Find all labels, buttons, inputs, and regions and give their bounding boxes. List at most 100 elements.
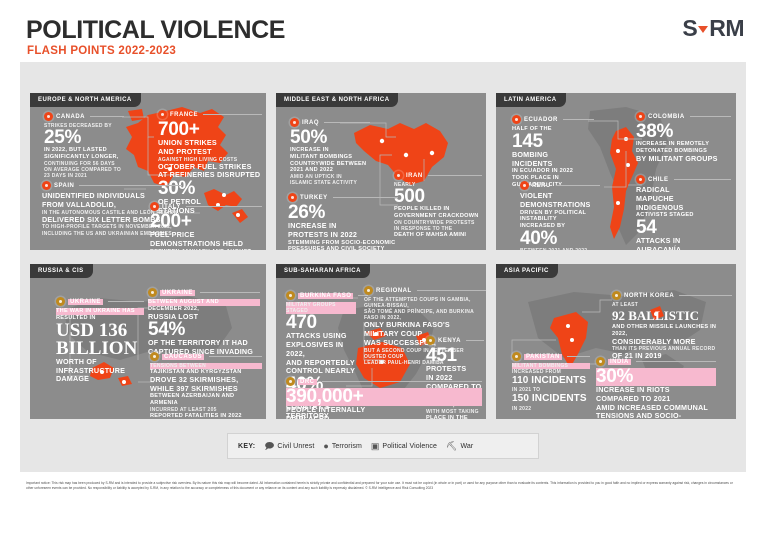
stat-line: ON AVERAGE COMPARED TO	[44, 166, 121, 173]
connector-rule	[562, 119, 594, 120]
stat-line: 110 INCIDENTS	[512, 375, 587, 387]
stat-line: AMID INCREASED COMMUNAL	[596, 402, 709, 412]
stat-line: DEATH OF MAHSA AMINI	[394, 231, 467, 238]
stat-header: INDIA	[596, 357, 716, 366]
stat-line: IN 2022, BUT LASTED	[44, 147, 107, 154]
stat-line: ATTACKS USING	[286, 331, 347, 341]
connector-rule	[673, 179, 731, 180]
stat-callout-pakistan: PAKISTAN MILITANT BOMBINGS INCREASED FROM 1…	[512, 352, 590, 412]
stat-line: 25%	[44, 127, 82, 149]
stat-line: 23 DAYS IN 2021	[44, 172, 88, 179]
stat-line: 30%	[596, 367, 716, 387]
stat-header: PERU	[520, 181, 600, 190]
stat-line: UNIDENTIFIED INDIVIDUALS	[42, 191, 146, 200]
map-pin-icon	[158, 110, 167, 119]
map-pin-icon	[286, 291, 295, 300]
legal-disclaimer: Important notice: This risk map has been…	[26, 481, 733, 491]
stat-line: 470	[286, 312, 317, 334]
stat-header: SPAIN	[42, 181, 182, 190]
stat-body: VIOLENT DEMONSTRATIONS DRIVEN BY POLITICAL…	[520, 191, 600, 250]
stat-callout-peru: PERU VIOLENT DEMONSTRATIONS DRIVEN BY POLIT…	[520, 181, 600, 250]
stat-line: BETWEEN AUGUST AND	[148, 299, 260, 306]
panel-tab-europe-north-america[interactable]: EUROPE & NORTH AMERICA	[30, 93, 141, 107]
page-title: POLITICAL VIOLENCE	[26, 16, 286, 44]
stat-line: IN 2021 TO	[512, 387, 541, 394]
stat-country-label: CAUCASUS	[162, 353, 205, 360]
stat-line: PEOPLE INTERNALLY	[286, 405, 366, 415]
legend-key-bar: KEY: 🗩 Civil Unrest ● Terrorism ▣ Politi…	[227, 433, 539, 459]
stat-header: PAKISTAN	[512, 352, 590, 361]
stat-country-label: SPAIN	[54, 182, 75, 189]
stat-header: REGIONAL	[364, 286, 486, 295]
key-item-terrorism: ● Terrorism	[323, 441, 362, 451]
stat-line: INCREASED BY	[520, 223, 566, 230]
stat-line: VIOLENT	[520, 191, 553, 200]
panel-tab-sub-saharan-africa[interactable]: SUB-SAHARAN AFRICA	[276, 264, 370, 278]
stat-line: 54	[636, 217, 657, 239]
logo-triangle-icon	[698, 25, 709, 33]
panel-tab-middle-east-north-africa[interactable]: MIDDLE EAST & NORTH AFRICA	[276, 93, 399, 107]
stat-line: INCURRED AT LEAST 205	[150, 407, 217, 414]
map-pin-icon	[596, 357, 605, 366]
stat-line: DROVE 32 SKIRMISHES,	[150, 374, 239, 384]
stat-line: BETWEEN JANUARY AND AUGUST 2022,	[150, 249, 262, 250]
stat-line: GUAYAQUIL CITY	[512, 182, 563, 189]
map-pin-icon	[56, 297, 65, 306]
stat-line: 150 INCIDENTS	[512, 393, 587, 405]
panel-tab-latin-america[interactable]: LATIN AMERICA	[496, 93, 566, 107]
stat-line: INCREASE IN	[290, 147, 329, 154]
speech-bubble-icon: 🗩	[264, 440, 275, 451]
connector-rule	[416, 290, 486, 291]
stat-country-label: CANADA	[56, 113, 85, 120]
stat-country-label: DRC	[298, 378, 317, 385]
srm-logo: S RM	[682, 14, 744, 41]
panel-tab-russia-cis[interactable]: RUSSIA & CIS	[30, 264, 93, 278]
map-pin-icon	[364, 286, 373, 295]
stat-line: PROTESTS IN 2022	[288, 229, 358, 239]
stat-line: 390,000+	[286, 387, 482, 407]
stat-body: MILITARY GROUPS STAGED 470 ATTACKS USING EX…	[286, 302, 356, 419]
stat-callout-caucasus: CAUCASUS TENSIONS BETWEEN TAJIKISTAN AND K…	[150, 352, 262, 419]
stat-line: 700+	[158, 119, 200, 140]
stat-header: IRAN	[394, 171, 482, 180]
stat-country-label: NORTH KOREA	[624, 292, 675, 299]
stat-line: TENSIONS AND SOCIO-	[596, 411, 682, 419]
stat-line: INCIDENTS	[512, 158, 553, 168]
panel-tab-asia-pacific[interactable]: ASIA PACIFIC	[496, 264, 558, 278]
connector-rule	[79, 185, 182, 186]
stat-callout-chile: CHILE RADICAL MAPUCHE INDIGENOUS ACTIVISTS S…	[636, 175, 731, 250]
stat-line: DEMONSTRATIONS HELD	[150, 238, 244, 248]
stat-header: IRAQ	[290, 118, 370, 127]
stat-country-label: COLOMBIA	[648, 113, 685, 120]
connector-rule	[555, 185, 600, 186]
stat-country-label: BURKINA FASO	[298, 292, 354, 299]
stat-line: 145	[512, 130, 543, 152]
ballot-box-icon: ▣	[370, 440, 380, 451]
connector-rule	[332, 197, 398, 198]
stat-line: PEOPLE KILLED IN	[394, 206, 450, 213]
logo-letter-s: S	[682, 14, 698, 41]
stat-header: CAUCASUS	[150, 352, 262, 361]
stat-line: INCREASE IN REMOTELY	[636, 141, 710, 148]
stat-header: BURKINA FASO	[286, 291, 369, 300]
stat-country-label: PERU	[532, 182, 551, 189]
map-pin-icon	[288, 193, 297, 202]
stat-line: 2021 AND 2022	[290, 167, 334, 174]
key-item-label: Political Violence	[382, 442, 438, 450]
stat-body: 50% INCREASE IN MILITANT BOMBINGS COUNTRYWI…	[290, 128, 370, 187]
stat-country-label: PAKISTAN	[524, 353, 562, 360]
stat-country-label: UKRAINE	[68, 298, 103, 305]
stat-line: BETWEEN AZERBAIJAN AND ARMENIA	[150, 393, 235, 407]
stat-line: INCLUDING THE US AND UKRAINIAN EMBASSIES	[42, 230, 172, 237]
stat-callout-ukraine: UKRAINE BETWEEN AUGUST AND DECEMBER 2022, R…	[148, 288, 260, 357]
stat-body: NEARLY 500 PEOPLE KILLED IN GOVERNMENT CRAC…	[394, 182, 482, 239]
stat-line: ISLAMIC STATE ACTIVITY	[290, 180, 358, 187]
map-pin-icon	[286, 377, 295, 386]
stat-line: HALF OF THE	[512, 126, 552, 132]
stat-body: MILITANT BOMBINGS INCREASED FROM 110 INCID…	[512, 363, 590, 412]
stat-line: MILITANT BOMBINGS	[290, 153, 353, 160]
stat-line: TO HIGH-PROFILE TARGETS IN NOVEMBER 2022…	[42, 224, 172, 231]
